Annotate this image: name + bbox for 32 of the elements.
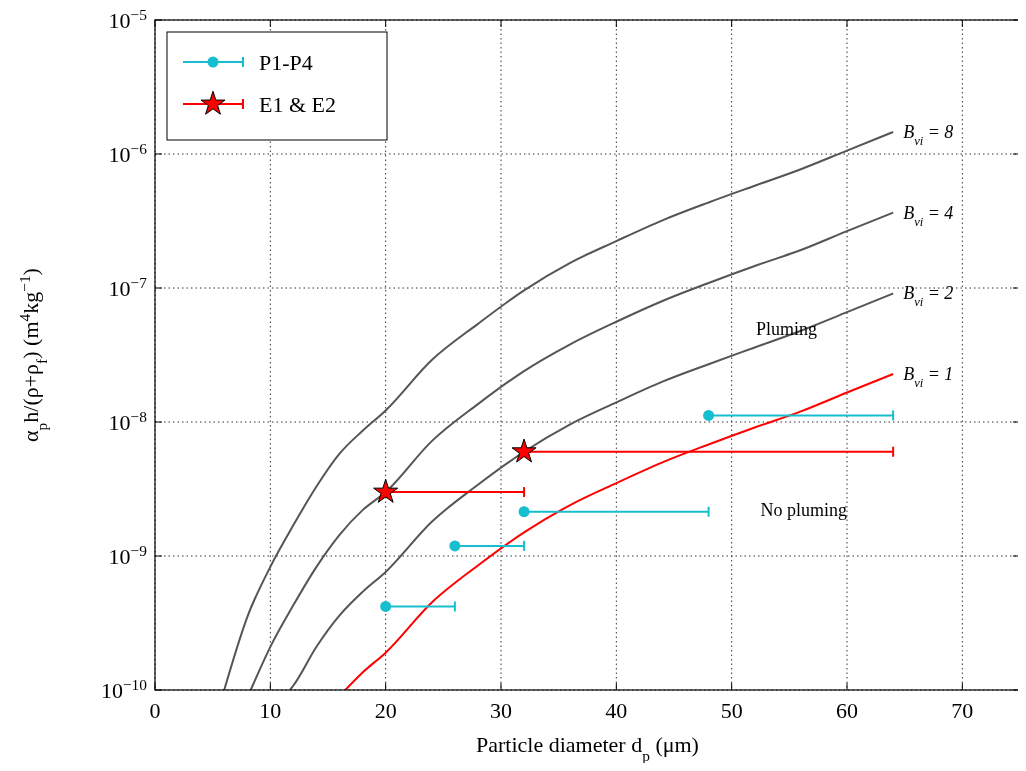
line-series (223, 130, 895, 690)
x-axis-title: Particle diameter d$_{p}$ (μm) (476, 732, 699, 764)
y-tick-label: 10$^{−9}$ (108, 541, 148, 569)
point (703, 409, 715, 421)
x-tick-label: 40 (605, 698, 628, 723)
y-tick-label: 10$^{−6}$ (108, 139, 148, 167)
series-label: B$_{vi}$ = 4 (903, 202, 954, 229)
point (511, 438, 537, 463)
y-tick-label: 10$^{−7}$ (108, 273, 148, 301)
legend-label: E1 & E2 (259, 92, 336, 117)
y-tick-label: 10$^{−8}$ (108, 407, 148, 435)
y-tick-label: 10$^{−5}$ (108, 5, 148, 33)
point (449, 540, 461, 552)
x-tick-label: 30 (490, 698, 512, 723)
x-tick-label: 60 (836, 698, 858, 723)
point (518, 506, 530, 518)
line-series (288, 292, 895, 690)
series-label: B$_{vi}$ = 8 (903, 121, 954, 148)
x-tick-label: 50 (720, 698, 743, 723)
y-tick-label: 10$^{−10}$ (100, 675, 148, 703)
x-tick-label: 20 (374, 698, 397, 723)
point (380, 600, 392, 612)
x-tick-label: 70 (951, 698, 974, 723)
annotation: No pluming (760, 499, 848, 520)
line-series (249, 211, 895, 690)
series-label: B$_{vi}$ = 1 (903, 364, 954, 391)
legend-label: P1-P4 (259, 50, 313, 75)
series-label: B$_{vi}$ = 2 (903, 283, 954, 310)
point (373, 478, 399, 503)
line-series (344, 373, 895, 690)
x-tick-label: 0 (149, 698, 161, 723)
x-tick-label: 10 (259, 698, 282, 723)
